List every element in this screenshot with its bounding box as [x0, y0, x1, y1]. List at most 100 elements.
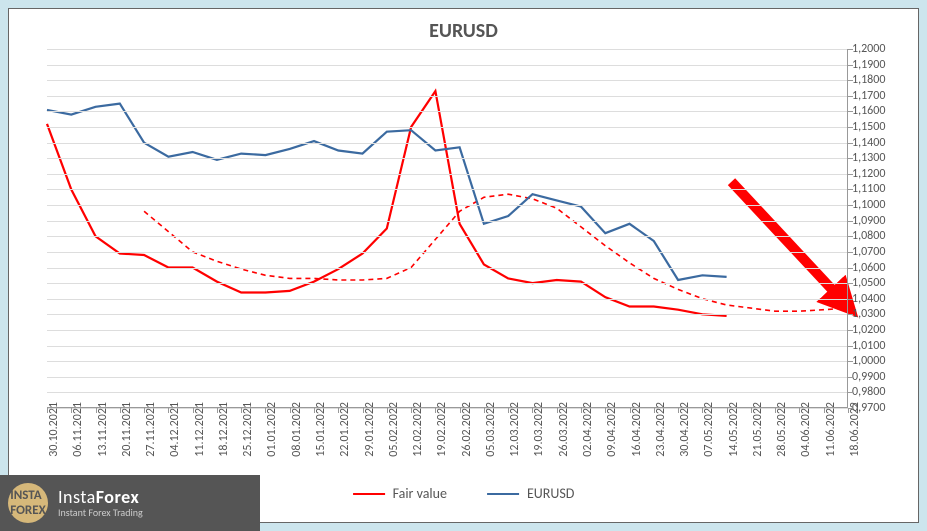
gridline: [47, 65, 848, 66]
badge-top: INSTA: [10, 488, 45, 503]
gridline: [47, 111, 848, 112]
y-tick-label: 1,1200: [852, 167, 908, 181]
y-tick-label: 1,1700: [852, 89, 908, 103]
y-tick-label: 1,1300: [852, 151, 908, 165]
x-tick-label: 28.05.2022: [775, 402, 789, 457]
x-tick: [630, 408, 631, 413]
x-tick: [71, 408, 72, 413]
legend-label: EURUSD: [527, 485, 574, 502]
y-tick: [848, 314, 853, 315]
legend-swatch: [353, 493, 385, 495]
y-tick: [848, 392, 853, 393]
x-tick-label: 12.02.2022: [411, 402, 425, 457]
brand-suffix: Forex: [96, 486, 139, 508]
y-tick-label: 1,1800: [852, 73, 908, 87]
gridline: [47, 221, 848, 222]
x-tick-label: 05.03.2022: [484, 402, 498, 457]
x-tick: [581, 408, 582, 413]
x-tick: [848, 408, 849, 413]
x-tick-label: 25.12.2021: [241, 402, 255, 457]
y-axis-line: [847, 49, 848, 408]
x-tick: [47, 408, 48, 413]
y-tick: [848, 221, 853, 222]
y-tick-label: 1,0900: [852, 214, 908, 228]
y-tick-label: 1,0200: [852, 323, 908, 337]
y-tick: [848, 299, 853, 300]
plot-area: 1,20001,19001,18001,17001,16001,15001,14…: [47, 49, 848, 408]
x-tick-label: 30.04.2022: [678, 402, 692, 457]
y-tick: [848, 65, 853, 66]
legend-label: Fair value: [393, 485, 447, 502]
y-tick: [848, 283, 853, 284]
y-tick-label: 1,0300: [852, 307, 908, 321]
x-tick-label: 21.05.2022: [751, 402, 765, 457]
chart-svg: [47, 49, 848, 408]
y-tick-label: 0,9800: [852, 385, 908, 399]
x-tick: [557, 408, 558, 413]
brand-prefix: Insta: [58, 486, 96, 508]
x-tick: [290, 408, 291, 413]
x-tick: [678, 408, 679, 413]
gridline: [47, 158, 848, 159]
gridline: [47, 252, 848, 253]
x-tick-label: 18.06.2022: [848, 402, 862, 457]
gridline: [47, 189, 848, 190]
x-tick-label: 20.11.2021: [120, 402, 134, 457]
y-tick-label: 1,1000: [852, 198, 908, 212]
watermark-text: InstaForex Instant Forex Trading: [58, 488, 143, 519]
y-tick-label: 1,0700: [852, 245, 908, 259]
y-tick: [848, 330, 853, 331]
gridline: [47, 283, 848, 284]
gridline: [47, 174, 848, 175]
x-tick: [217, 408, 218, 413]
y-tick: [848, 127, 853, 128]
y-tick-label: 1,1400: [852, 136, 908, 150]
y-tick: [848, 158, 853, 159]
legend: Fair value EURUSD: [353, 485, 575, 502]
x-tick: [484, 408, 485, 413]
x-tick-label: 04.06.2022: [799, 402, 813, 457]
x-tick: [144, 408, 145, 413]
gridline: [47, 268, 848, 269]
x-tick-label: 07.05.2022: [702, 402, 716, 457]
y-tick: [848, 252, 853, 253]
y-tick-label: 1,1500: [852, 120, 908, 134]
x-tick: [168, 408, 169, 413]
x-tick: [265, 408, 266, 413]
x-tick: [96, 408, 97, 413]
gridline: [47, 392, 848, 393]
x-tick-label: 22.01.2022: [338, 402, 352, 457]
y-tick-label: 1,0500: [852, 276, 908, 290]
y-tick: [848, 49, 853, 50]
y-tick-label: 1,0000: [852, 354, 908, 368]
y-tick: [848, 268, 853, 269]
y-tick-label: 1,0800: [852, 229, 908, 243]
x-tick-label: 14.05.2022: [727, 402, 741, 457]
gridline: [47, 330, 848, 331]
watermark-badge-icon: INSTA FOREX: [8, 483, 48, 523]
legend-item: Fair value: [353, 485, 447, 502]
x-tick-label: 12.03.2022: [508, 402, 522, 457]
gridline: [47, 236, 848, 237]
x-tick-label: 18.12.2021: [217, 402, 231, 457]
x-tick-label: 27.11.2021: [144, 402, 158, 457]
watermark-tagline: Instant Forex Trading: [58, 507, 143, 518]
y-tick: [848, 236, 853, 237]
y-tick-label: 1,0400: [852, 292, 908, 306]
trend-arrow: [731, 182, 848, 307]
y-tick-label: 1,2000: [852, 42, 908, 56]
y-tick-label: 1,1600: [852, 104, 908, 118]
watermark-brand: InstaForex: [58, 488, 143, 508]
x-tick: [460, 408, 461, 413]
x-tick-label: 13.11.2021: [96, 402, 110, 457]
y-tick: [848, 361, 853, 362]
x-tick: [411, 408, 412, 413]
x-tick: [387, 408, 388, 413]
x-tick: [338, 408, 339, 413]
x-tick-label: 01.01.2022: [265, 402, 279, 457]
x-tick: [775, 408, 776, 413]
gridline: [47, 49, 848, 50]
gridline: [47, 346, 848, 347]
x-tick-label: 30.10.2021: [47, 402, 61, 457]
x-tick: [727, 408, 728, 413]
